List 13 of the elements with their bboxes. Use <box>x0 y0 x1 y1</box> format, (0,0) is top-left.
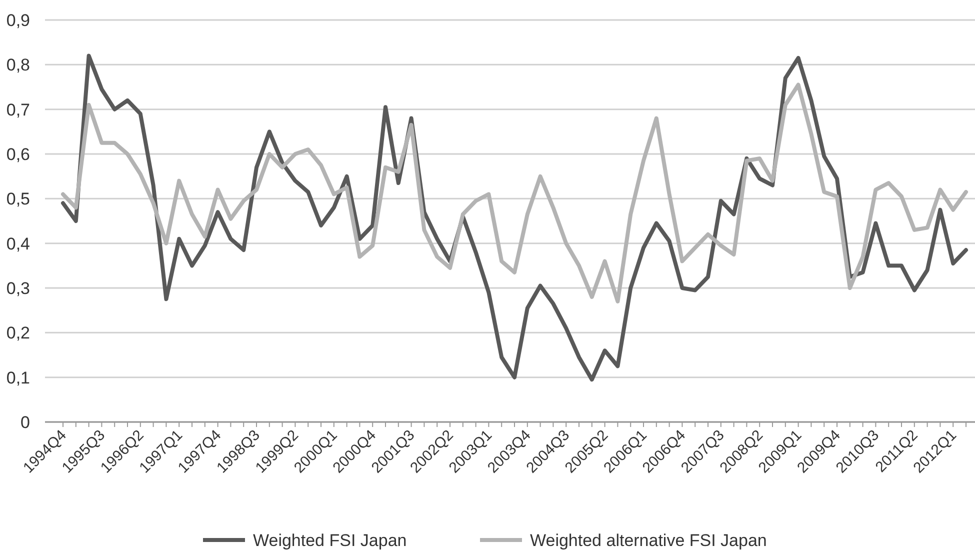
legend-label: Weighted FSI Japan <box>253 531 407 550</box>
y-tick-label: 0,9 <box>6 11 30 30</box>
y-tick-label: 0,3 <box>6 279 30 298</box>
legend-label: Weighted alternative FSI Japan <box>530 531 767 550</box>
y-tick-label: 0,6 <box>6 145 30 164</box>
y-tick-label: 0,2 <box>6 324 30 343</box>
y-tick-label: 0,5 <box>6 190 30 209</box>
y-tick-label: 0 <box>20 413 30 432</box>
y-tick-label: 0,1 <box>6 368 30 388</box>
y-tick-label: 0,8 <box>6 56 30 75</box>
y-tick-label: 0,7 <box>6 100 30 120</box>
line-series <box>61 82 968 304</box>
y-tick-label: 0,4 <box>6 234 30 254</box>
